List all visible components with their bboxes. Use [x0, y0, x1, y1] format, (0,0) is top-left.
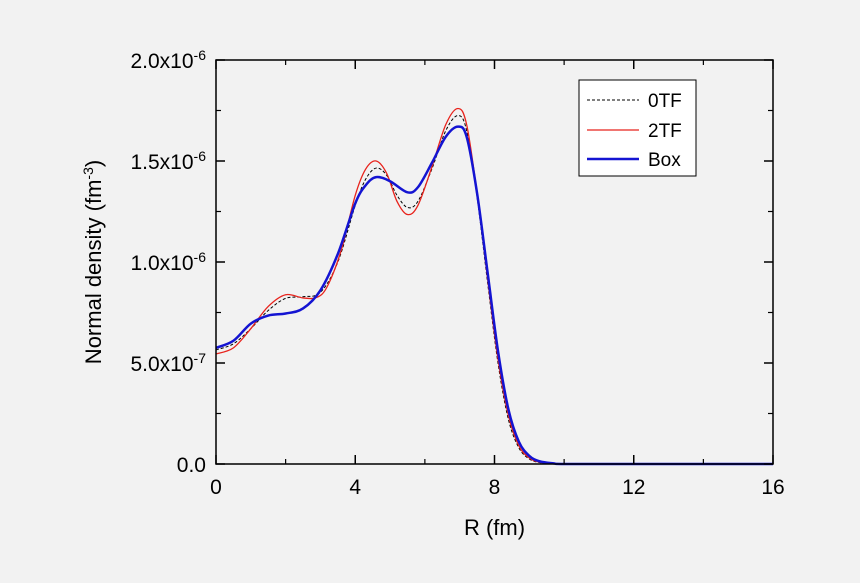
series-line-box	[215, 125, 773, 466]
y-tick-label: 1.0x10-6	[130, 249, 206, 275]
y-axis-title-sup: -3	[80, 167, 96, 180]
y-tick-label: 0.0	[177, 454, 206, 477]
legend-label-box: Box	[648, 150, 681, 171]
x-tick-label: 8	[489, 476, 501, 499]
x-axis-title: R (fm)	[464, 515, 525, 540]
y-axis-title: Normal density (fm-3)	[80, 160, 106, 364]
x-tick-label: 16	[761, 476, 784, 499]
series-layer	[215, 107, 773, 466]
legend-label-0tf: 0TF	[648, 91, 682, 112]
y-tick-label: 2.0x10-6	[130, 47, 206, 73]
x-tick-label: 12	[622, 476, 645, 499]
y-axis-title-close: )	[81, 160, 106, 167]
y-axis-title-base: Normal density (fm	[81, 180, 106, 365]
x-tick-label: 4	[349, 476, 361, 499]
y-tick-label: 1.5x10-6	[130, 148, 206, 174]
x-tick-label: 0	[210, 476, 222, 499]
tick-layer: 0 4 8 12 16 0.0 5.0x10-7 1.0x10-6 1.5x10-6 2.0x10…	[130, 47, 784, 499]
y-tick-label: 5.0x10-7	[130, 350, 206, 376]
series-line-2tf	[215, 107, 773, 465]
legend: 0TF 2TF Box	[578, 79, 697, 177]
legend-label-2tf: 2TF	[648, 121, 682, 142]
series-line-0tf	[215, 115, 773, 465]
